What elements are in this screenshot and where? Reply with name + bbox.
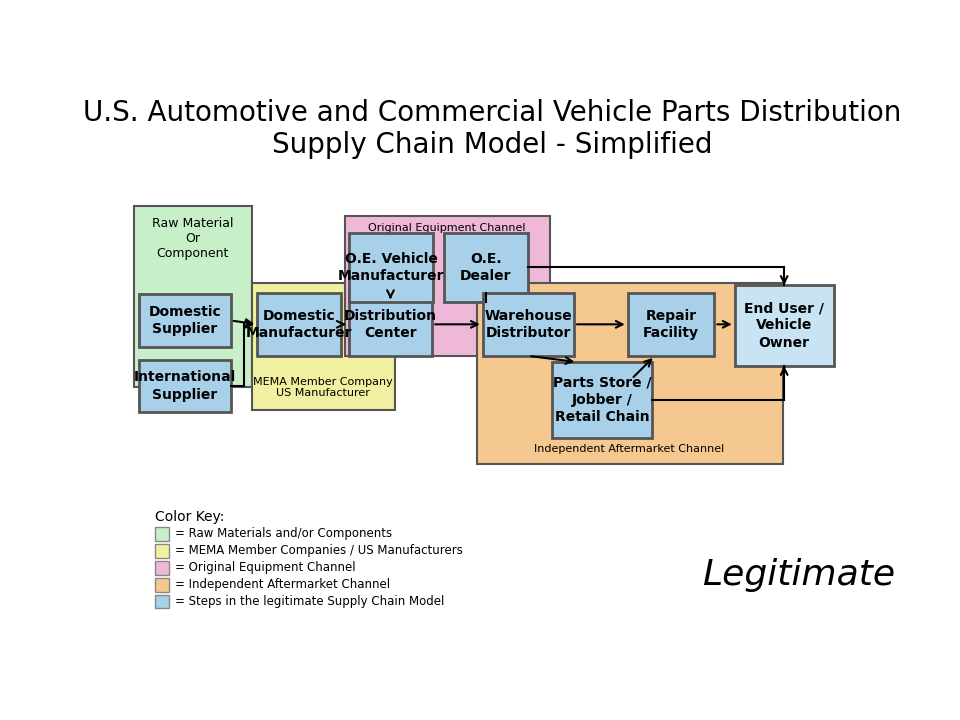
Text: U.S. Automotive and Commercial Vehicle Parts Distribution
Supply Chain Model - S: U.S. Automotive and Commercial Vehicle P… xyxy=(83,99,901,159)
Text: = Raw Materials and/or Components: = Raw Materials and/or Components xyxy=(175,527,392,540)
Bar xyxy=(476,283,782,464)
Text: Distribution
Center: Distribution Center xyxy=(344,309,437,340)
Text: O.E. Vehicle
Manufacturer: O.E. Vehicle Manufacturer xyxy=(338,252,444,283)
Text: Parts Store /
Jobber /
Retail Chain: Parts Store / Jobber / Retail Chain xyxy=(553,376,652,424)
Bar xyxy=(734,285,834,366)
Text: Legitimate: Legitimate xyxy=(702,558,895,593)
Bar xyxy=(628,293,714,356)
Text: = MEMA Member Companies / US Manufacturers: = MEMA Member Companies / US Manufacture… xyxy=(175,544,463,557)
Bar xyxy=(139,294,230,346)
Text: End User /
Vehicle
Owner: End User / Vehicle Owner xyxy=(744,301,825,350)
Text: Domestic
Supplier: Domestic Supplier xyxy=(149,305,222,336)
Bar xyxy=(444,233,528,302)
Bar xyxy=(552,362,652,438)
Bar xyxy=(155,561,169,575)
Bar xyxy=(348,293,432,356)
Text: Raw Material
Or
Component: Raw Material Or Component xyxy=(152,217,233,261)
Text: = Original Equipment Channel: = Original Equipment Channel xyxy=(175,561,355,574)
Bar xyxy=(155,527,169,541)
Text: Domestic
Manufacturer: Domestic Manufacturer xyxy=(246,309,352,340)
Bar xyxy=(345,216,550,356)
Text: Warehouse
Distributor: Warehouse Distributor xyxy=(485,309,572,340)
Text: Color Key:: Color Key: xyxy=(155,510,225,524)
Text: Repair
Facility: Repair Facility xyxy=(643,309,699,340)
Bar xyxy=(134,206,252,387)
Bar xyxy=(252,283,396,410)
Bar xyxy=(139,360,230,412)
Text: Original Equipment Channel: Original Equipment Channel xyxy=(369,223,526,233)
Text: = Steps in the legitimate Supply Chain Model: = Steps in the legitimate Supply Chain M… xyxy=(175,595,444,608)
Text: = Independent Aftermarket Channel: = Independent Aftermarket Channel xyxy=(175,578,390,591)
Bar xyxy=(349,233,433,302)
Text: O.E.
Dealer: O.E. Dealer xyxy=(460,252,512,283)
Bar xyxy=(155,595,169,608)
Bar xyxy=(155,577,169,592)
Text: Independent Aftermarket Channel: Independent Aftermarket Channel xyxy=(534,444,724,454)
Bar xyxy=(155,544,169,557)
Bar xyxy=(483,293,574,356)
Text: MEMA Member Company
US Manufacturer: MEMA Member Company US Manufacturer xyxy=(253,377,393,398)
Bar xyxy=(257,293,341,356)
Text: International
Supplier: International Supplier xyxy=(134,370,236,402)
